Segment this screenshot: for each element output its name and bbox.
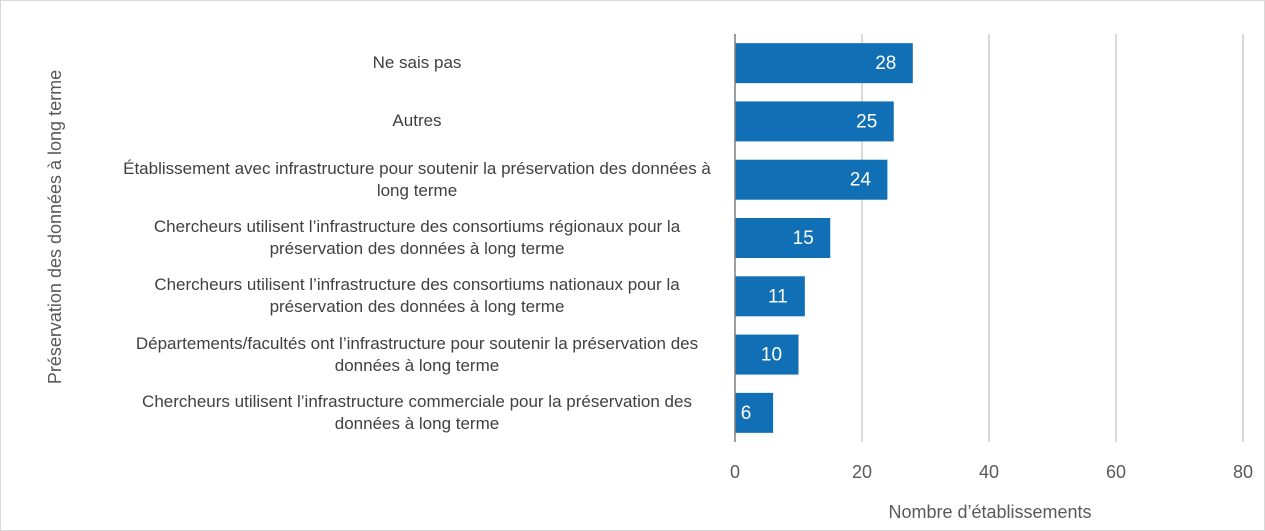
x-axis-title: Nombre d’établissements <box>888 502 1091 522</box>
value-label: 25 <box>856 111 877 132</box>
x-tick-label: 60 <box>1106 462 1126 482</box>
value-label: 15 <box>793 228 814 249</box>
bar <box>735 43 913 84</box>
y-axis-title: Préservation des données à long terme <box>45 69 65 385</box>
x-tick-label: 80 <box>1233 462 1253 482</box>
y-tick-label: Chercheurs utilisent l’infrastructure de… <box>154 275 680 317</box>
value-label: 11 <box>768 286 788 307</box>
y-tick-label: Chercheurs utilisent l’infrastructure de… <box>153 217 681 258</box>
bar <box>735 334 799 375</box>
bar <box>735 392 774 433</box>
bar <box>735 276 805 317</box>
value-label: 28 <box>875 53 896 74</box>
bar <box>735 159 888 200</box>
value-label: 24 <box>850 170 872 191</box>
bar <box>735 101 894 142</box>
bar <box>735 218 831 258</box>
x-tick-label: 0 <box>730 462 740 482</box>
value-label: 10 <box>761 345 782 366</box>
y-tick-label: Autres <box>392 111 442 131</box>
y-tick-label: Chercheurs utilisent l’infrastructure co… <box>142 391 692 433</box>
y-tick-label: Ne sais pas <box>372 53 462 73</box>
x-tick-label: 20 <box>852 462 872 482</box>
value-label: 6 <box>741 403 752 424</box>
y-tick-label: Établissement avec infrastructure pour s… <box>123 158 711 200</box>
x-tick-label: 40 <box>979 462 999 482</box>
y-tick-label: Départements/facultés ont l’infrastructu… <box>135 333 699 375</box>
